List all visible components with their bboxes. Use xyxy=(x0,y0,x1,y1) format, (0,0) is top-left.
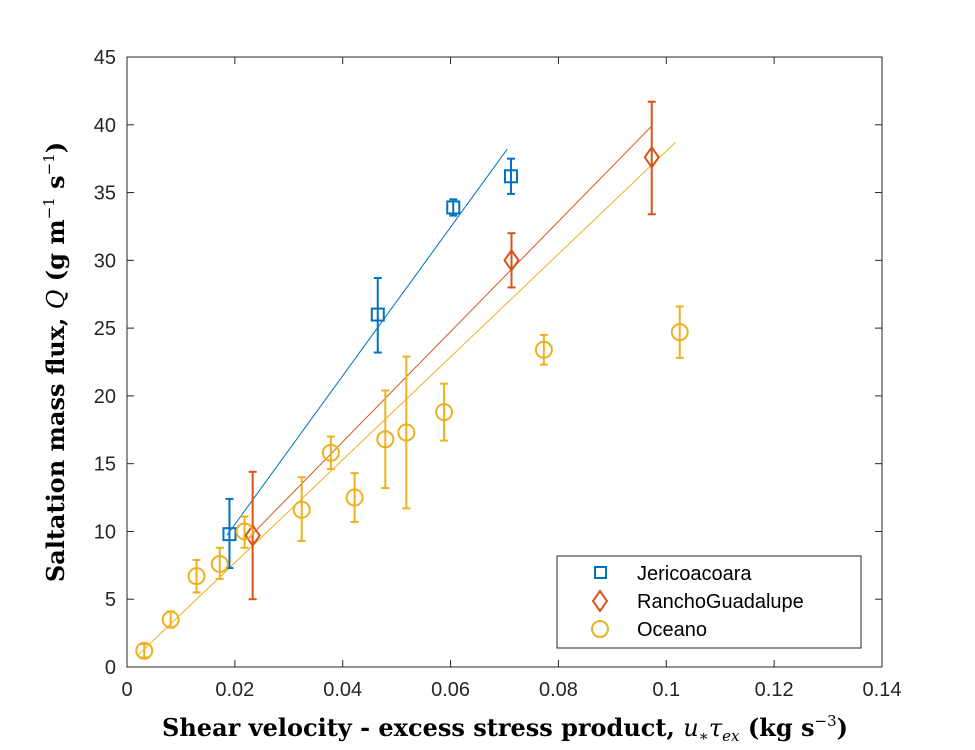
data-point-jericoacoara xyxy=(503,169,518,184)
data-point-jericoacoara xyxy=(370,307,385,322)
data-point-ranchoguadalupe xyxy=(503,248,520,273)
data-point-jericoacoara xyxy=(222,527,237,542)
x-tick-label: 0.1 xyxy=(652,679,680,701)
error-bar-ranchoguadalupe xyxy=(507,232,516,289)
error-bar-oceano xyxy=(440,382,449,442)
data-point-ranchoguadalupe xyxy=(643,145,660,170)
y-tick-label: 45 xyxy=(94,47,116,69)
data-point-oceano xyxy=(345,488,364,507)
data-point-oceano xyxy=(670,323,689,342)
y-tick-label: 30 xyxy=(94,250,116,272)
plot-frame xyxy=(126,56,883,668)
x-tick-label: 0.04 xyxy=(323,679,362,701)
error-bar-ranchoguadalupe xyxy=(248,470,257,601)
error-bar-oceano xyxy=(240,515,249,549)
data-point-oceano xyxy=(376,430,395,449)
fit-line-ranchoguadalupe xyxy=(247,125,653,539)
legend-item-ranchoguadalupe: RanchoGuadalupe xyxy=(591,589,804,613)
error-bar-oceano xyxy=(381,389,390,490)
legend-circle-marker xyxy=(591,620,609,638)
fit-line-jericoacoara xyxy=(226,148,508,536)
error-bar-jericoacoara xyxy=(373,276,382,354)
error-bar-oceano xyxy=(350,472,359,523)
y-tick-label: 35 xyxy=(94,183,116,205)
legend-diamond-marker xyxy=(591,589,609,613)
legend-square-marker xyxy=(594,566,607,579)
error-bar-oceano xyxy=(192,558,201,594)
y-tick-label: 15 xyxy=(94,454,116,476)
data-point-ranchoguadalupe xyxy=(244,523,261,548)
data-point-oceano xyxy=(397,423,416,442)
error-bar-oceano xyxy=(297,476,306,542)
error-bar-oceano xyxy=(402,355,411,510)
error-bar-ranchoguadalupe xyxy=(647,100,656,216)
x-axis-ticks: 0 0.02 0.04 0.06 0.08 0.1 0.12 0.14 xyxy=(121,57,901,701)
error-bar-oceano xyxy=(326,435,335,471)
y-axis-ticks: 0 5 10 15 20 25 30 35 40 45 xyxy=(94,47,882,679)
data-point-oceano xyxy=(187,567,206,586)
x-tick-label: 0.06 xyxy=(431,679,470,701)
x-axis-title: Shear velocity - excess stress product, … xyxy=(162,712,848,745)
error-bar-jericoacoara xyxy=(506,157,515,195)
y-tick-label: 0 xyxy=(105,657,116,679)
x-tick-label: 0.02 xyxy=(215,679,254,701)
y-tick-label: 20 xyxy=(94,386,116,408)
x-tick-label: 0 xyxy=(121,679,132,701)
data-point-oceano xyxy=(292,500,311,519)
data-point-oceano xyxy=(161,610,180,629)
y-tick-label: 5 xyxy=(105,589,116,611)
y-axis-title: Saltation mass flux, Q (g m−1 s−1) xyxy=(40,142,70,582)
legend-item-jericoacoara: Jericoacoara xyxy=(594,563,752,585)
legend: Jericoacoara RanchoGuadalupe Oceano xyxy=(556,555,862,649)
data-point-jericoacoara xyxy=(446,200,461,215)
data-point-oceano xyxy=(435,403,454,422)
x-tick-label: 0.12 xyxy=(755,679,794,701)
data-point-oceano xyxy=(534,340,553,359)
y-tick-label: 25 xyxy=(94,318,116,340)
data-markers xyxy=(135,145,689,660)
error-bar-oceano xyxy=(675,305,684,359)
data-point-oceano xyxy=(210,554,229,573)
legend-label-jericoacoara: Jericoacoara xyxy=(637,563,752,585)
legend-item-oceano: Oceano xyxy=(591,619,707,641)
y-tick-label: 10 xyxy=(94,521,116,543)
data-point-oceano xyxy=(135,641,154,660)
y-tick-label: 40 xyxy=(94,115,116,137)
data-point-oceano xyxy=(321,443,340,462)
error-bar-oceano xyxy=(539,333,548,366)
x-tick-label: 0.08 xyxy=(539,679,578,701)
x-tick-label: 0.14 xyxy=(863,679,902,701)
data-point-oceano xyxy=(235,522,254,541)
legend-label-ranchoguadalupe: RanchoGuadalupe xyxy=(637,591,804,613)
error-bar-oceano xyxy=(215,546,224,580)
legend-label-oceano: Oceano xyxy=(637,619,707,641)
error-bars xyxy=(140,100,684,659)
